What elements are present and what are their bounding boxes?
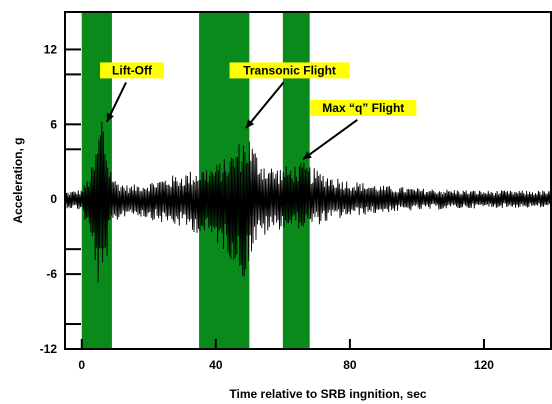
annotation-arrow-2 (245, 81, 285, 129)
y-tick-label: 6 (50, 117, 57, 131)
x-tick-label: 80 (343, 358, 357, 372)
annotation-arrowhead-1 (106, 112, 114, 122)
y-axis-label: Acceleration, g (11, 137, 25, 223)
x-tick-label: 120 (474, 358, 494, 372)
x-axis-label: Time relative to SRB ingnition, sec (229, 387, 426, 401)
annotation-arrowhead-2 (245, 119, 255, 129)
annotation-arrow-3 (302, 119, 358, 161)
annotations: Lift-Off Transonic Flight Max “q” Flight (100, 62, 417, 161)
y-tick-label: -6 (46, 267, 57, 281)
y-tick-label: 12 (44, 42, 58, 56)
annotation-label-2: Transonic Flight (243, 63, 336, 77)
x-tick-label: 0 (78, 358, 85, 372)
plot-frame (64, 11, 552, 350)
annotation-highlight-3 (310, 99, 417, 116)
y-tick-label: 0 (50, 192, 57, 206)
axis-ticks (65, 48, 485, 350)
acceleration-signal (65, 121, 551, 283)
y-tick-label: -12 (40, 342, 58, 356)
annotation-label-1: Lift-Off (112, 63, 153, 77)
annotation-arrowhead-3 (302, 151, 312, 160)
annotation-highlight-1 (100, 62, 165, 79)
x-tick-label: 40 (209, 358, 223, 372)
annotation-highlight-2 (229, 62, 350, 79)
annotation-label-3: Max “q” Flight (322, 101, 404, 115)
